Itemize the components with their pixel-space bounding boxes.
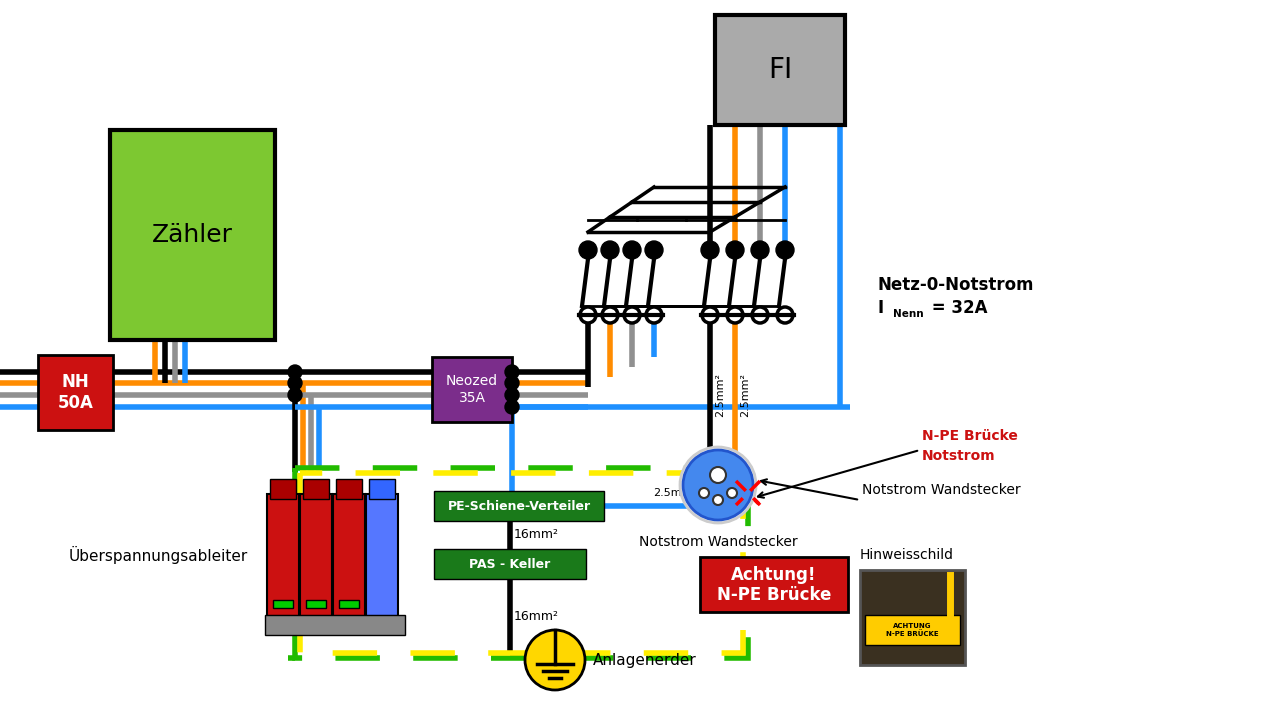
- Bar: [300, 473, 742, 653]
- Circle shape: [684, 450, 753, 520]
- Text: = 32A: = 32A: [925, 299, 987, 317]
- Text: ACHTUNG
N-PE BRÜCKE: ACHTUNG N-PE BRÜCKE: [886, 623, 938, 637]
- Circle shape: [751, 241, 769, 259]
- FancyBboxPatch shape: [273, 600, 293, 608]
- Circle shape: [699, 488, 709, 498]
- Text: Zähler: Zähler: [152, 223, 233, 247]
- Circle shape: [713, 495, 723, 505]
- Circle shape: [579, 241, 596, 259]
- Text: 2.5mm²: 2.5mm²: [716, 373, 724, 417]
- Text: Nenn: Nenn: [893, 309, 924, 319]
- FancyBboxPatch shape: [434, 549, 586, 579]
- FancyBboxPatch shape: [306, 600, 326, 608]
- Circle shape: [751, 307, 768, 323]
- Circle shape: [580, 307, 596, 323]
- FancyBboxPatch shape: [300, 494, 332, 616]
- FancyBboxPatch shape: [333, 494, 365, 616]
- FancyBboxPatch shape: [335, 479, 362, 499]
- Circle shape: [776, 241, 794, 259]
- Text: N-PE Brücke: N-PE Brücke: [922, 429, 1018, 443]
- FancyBboxPatch shape: [434, 491, 604, 521]
- FancyBboxPatch shape: [860, 570, 965, 665]
- Circle shape: [506, 365, 518, 379]
- Text: Neozed
35A: Neozed 35A: [445, 374, 498, 405]
- Text: Hinweisschild: Hinweisschild: [860, 548, 954, 562]
- Text: Notstrom Wandstecker: Notstrom Wandstecker: [861, 483, 1020, 497]
- Circle shape: [288, 376, 302, 390]
- Circle shape: [726, 241, 744, 259]
- Text: N-PE Brücke: N-PE Brücke: [717, 587, 831, 605]
- Circle shape: [623, 241, 641, 259]
- FancyBboxPatch shape: [303, 479, 329, 499]
- Text: FI: FI: [768, 56, 792, 84]
- Circle shape: [288, 365, 302, 379]
- Circle shape: [680, 447, 756, 523]
- Text: 16mm²: 16mm²: [515, 528, 559, 541]
- Circle shape: [727, 307, 742, 323]
- Text: Achtung!: Achtung!: [731, 566, 817, 584]
- Circle shape: [623, 307, 640, 323]
- FancyBboxPatch shape: [270, 479, 296, 499]
- Text: PAS - Keller: PAS - Keller: [470, 557, 550, 570]
- FancyBboxPatch shape: [700, 557, 847, 612]
- Circle shape: [525, 630, 585, 690]
- Circle shape: [602, 241, 620, 259]
- Circle shape: [646, 307, 662, 323]
- Text: 2.5mm²: 2.5mm²: [654, 488, 698, 498]
- Text: 16mm²: 16mm²: [515, 610, 559, 623]
- FancyBboxPatch shape: [110, 130, 275, 340]
- FancyBboxPatch shape: [369, 479, 396, 499]
- Circle shape: [506, 376, 518, 390]
- FancyBboxPatch shape: [865, 615, 960, 645]
- FancyBboxPatch shape: [366, 494, 398, 616]
- Text: 2.5mm²: 2.5mm²: [740, 373, 750, 417]
- FancyBboxPatch shape: [716, 15, 845, 125]
- Circle shape: [701, 241, 719, 259]
- Circle shape: [701, 307, 718, 323]
- FancyBboxPatch shape: [433, 357, 512, 422]
- Text: Notstrom Wandstecker: Notstrom Wandstecker: [639, 535, 797, 549]
- Circle shape: [710, 467, 726, 483]
- Text: Überspannungsableiter: Überspannungsableiter: [69, 546, 248, 564]
- Circle shape: [645, 241, 663, 259]
- Circle shape: [506, 388, 518, 402]
- FancyBboxPatch shape: [268, 494, 300, 616]
- Text: Anlagenerder: Anlagenerder: [593, 652, 696, 667]
- FancyBboxPatch shape: [265, 615, 404, 635]
- Circle shape: [727, 488, 737, 498]
- Circle shape: [602, 307, 618, 323]
- Circle shape: [506, 400, 518, 414]
- Bar: [294, 468, 748, 658]
- Circle shape: [777, 307, 794, 323]
- Text: Netz-0-Notstrom: Netz-0-Notstrom: [878, 276, 1034, 294]
- Text: PE-Schiene-Verteiler: PE-Schiene-Verteiler: [448, 500, 590, 513]
- Circle shape: [288, 388, 302, 402]
- FancyBboxPatch shape: [339, 600, 358, 608]
- Text: I: I: [878, 299, 884, 317]
- Text: NH
50A: NH 50A: [58, 373, 93, 412]
- FancyBboxPatch shape: [38, 355, 113, 430]
- Text: Notstrom: Notstrom: [922, 449, 996, 463]
